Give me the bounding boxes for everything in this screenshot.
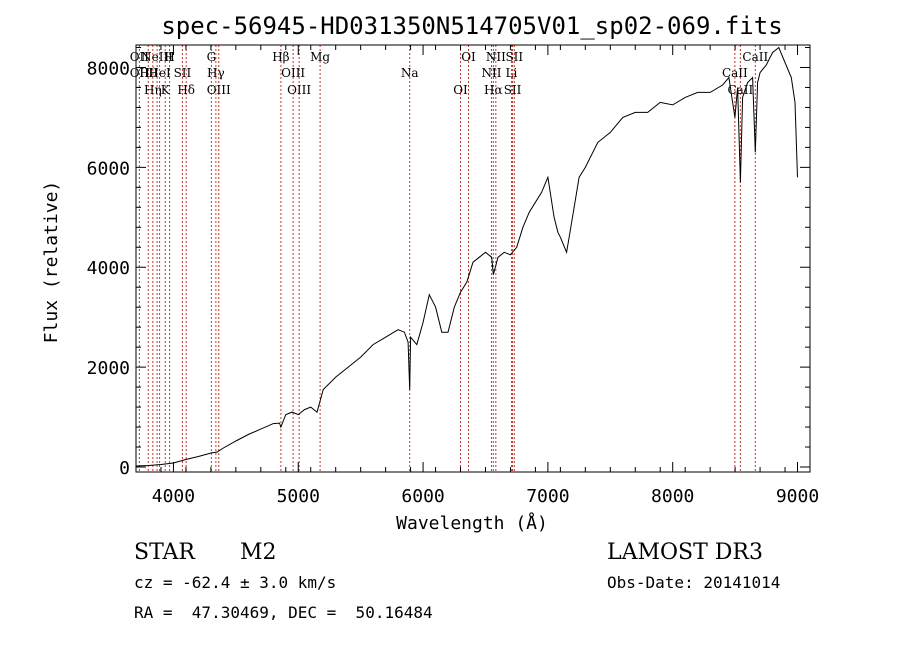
observation-date: Obs-Date: 20141014 [607,573,781,592]
line-marker-label: NII [481,66,501,80]
line-marker-label: H [164,50,174,64]
survey-name: LAMOST DR3 [607,540,763,565]
y-tick-label: 4000 [87,258,130,279]
line-marker-label: CaII [727,83,753,97]
x-axis-label: Wavelength (Å) [396,512,548,534]
emission-line-markers [138,45,756,472]
line-marker-label: OIII [207,83,231,97]
y-tick-label: 0 [119,458,130,479]
line-marker-label: OI [453,83,468,97]
line-marker-label: SII [505,50,523,64]
line-marker-label: SII [174,66,192,80]
line-marker-label: HeI [148,66,171,80]
line-marker-label: OII [130,50,150,64]
y-tick-label: 2000 [87,358,130,379]
line-marker-label: Hθ [139,66,157,80]
y-tick-label: 6000 [87,158,130,179]
line-marker-label: Mg [310,50,330,64]
x-tick-label: 9000 [776,486,819,507]
line-marker-label: Hη [144,83,162,97]
line-marker-label: Na [401,66,419,80]
line-marker-label: CaII [722,66,748,80]
x-tick-label: 5000 [277,486,320,507]
x-tick-label: 7000 [526,486,569,507]
emission-line-labels: OIIOIIHθHηNeIIIHeIKHSIIHδGHγOIIIHβOIIIOI… [130,50,769,97]
line-marker-label: Hβ [272,50,289,64]
line-marker-label: OI [461,50,476,64]
x-tick-label: 4000 [152,486,195,507]
redshift-cz: cz = -62.4 ± 3.0 km/s [134,573,337,592]
line-marker-label: CaII [742,50,768,64]
x-tick-label: 8000 [651,486,694,507]
y-axis-ticks: 0 2000 4000 6000 8000 [87,46,810,479]
flux-series-line [135,46,798,467]
line-marker-label: NeIII [141,50,173,64]
line-marker-label: Hγ [207,66,225,80]
object-class: STAR [134,540,195,565]
line-marker-label: G [207,50,217,64]
line-marker-label: OII [130,66,150,80]
x-tick-label: 6000 [401,486,444,507]
line-marker-label: OIII [287,83,311,97]
line-marker-label: K [161,83,171,97]
line-marker-label: Li [506,66,518,80]
line-marker-label: NII [486,50,506,64]
sky-coordinates: RA = 47.30469, DEC = 50.16484 [134,603,433,622]
line-marker-label: Hδ [177,83,195,97]
object-subclass: M2 [240,540,277,565]
line-marker-label: OIII [281,66,305,80]
y-tick-label: 8000 [87,58,130,79]
chart-title: spec-56945-HD031350N514705V01_sp02-069.f… [161,12,782,40]
line-marker-label: SII [504,83,522,97]
y-axis-label: Flux (relative) [41,181,62,344]
x-axis-ticks: 4000 5000 6000 7000 8000 9000 [135,45,819,507]
plot-frame [135,44,811,473]
line-marker-label: Hα [484,83,503,97]
